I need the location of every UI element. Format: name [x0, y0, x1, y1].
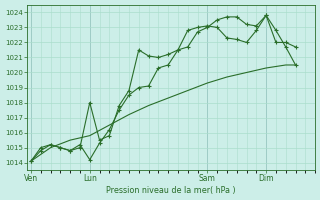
- X-axis label: Pression niveau de la mer( hPa ): Pression niveau de la mer( hPa ): [106, 186, 236, 195]
